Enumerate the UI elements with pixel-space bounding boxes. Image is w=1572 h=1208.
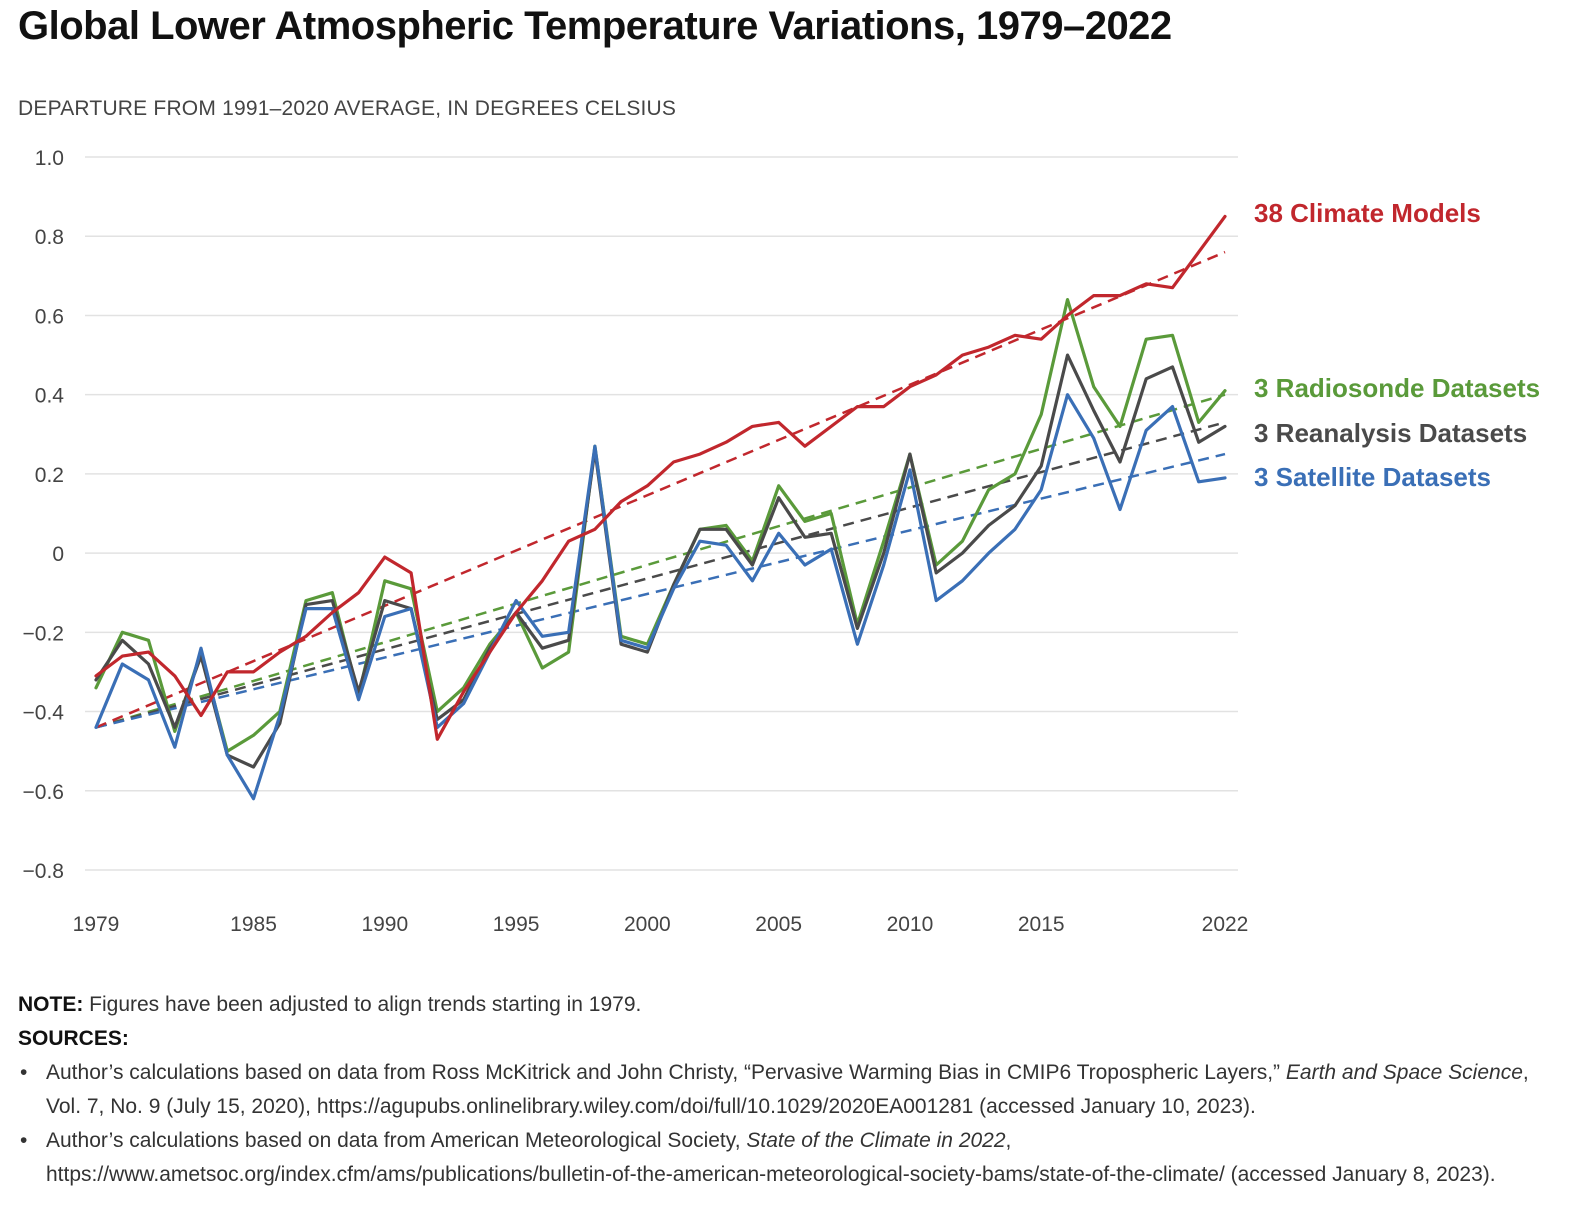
legend: 38 Climate Models 3 Radiosonde Datasets 3 …: [1254, 198, 1540, 492]
y-axis-label: DEPARTURE FROM 1991–2020 AVERAGE, IN DEG…: [18, 97, 677, 120]
x-tick-label: 2022: [1202, 913, 1249, 936]
trend-line: [95, 452, 1226, 729]
legend-label: 3 Satellite Datasets: [1254, 462, 1491, 492]
line-chart: 1.0 0.8 0.6 0.4 0.2 0 −0.2 −0.4 −0.6 −0.8 1979 198…: [23, 147, 1541, 936]
y-tick-label: −0.6: [23, 781, 64, 804]
y-tick-label: −0.4: [23, 702, 65, 725]
legend-label: 3 Radiosonde Datasets: [1254, 373, 1540, 403]
x-tick-label: 2005: [755, 913, 802, 936]
y-tick-label: 0: [52, 543, 64, 566]
note: NOTE: Figures have been adjusted to alig…: [18, 988, 1548, 1022]
series-line: [94, 393, 1227, 801]
x-tick-label: 1990: [361, 913, 408, 936]
trend-line: [95, 421, 1226, 729]
x-tick-label: 1985: [230, 913, 277, 936]
trend-lines: [95, 250, 1226, 729]
y-tick-label: 1.0: [35, 147, 64, 170]
x-tick-labels: 1979 1985 1990 1995 2000 2005 2010 2015 2022: [73, 913, 1249, 936]
y-tick-label: 0.6: [35, 305, 64, 328]
source-item: Author’s calculations based on data from…: [18, 1124, 1548, 1192]
legend-label: 3 Reanalysis Datasets: [1254, 418, 1527, 448]
chart-title: Global Lower Atmospheric Temperature Var…: [18, 4, 1172, 48]
series-line: [94, 298, 1227, 753]
y-tick-label: −0.2: [23, 622, 64, 645]
trend-line: [95, 250, 1226, 729]
x-tick-label: 2010: [887, 913, 934, 936]
y-tick-labels: 1.0 0.8 0.6 0.4 0.2 0 −0.2 −0.4 −0.6 −0.8: [23, 147, 65, 883]
legend-label: 38 Climate Models: [1254, 198, 1481, 228]
note-text: Figures have been adjusted to align tren…: [83, 993, 642, 1016]
y-tick-label: 0.8: [35, 226, 64, 249]
x-tick-label: 2000: [624, 913, 671, 936]
notes: NOTE: Figures have been adjusted to alig…: [18, 988, 1548, 1192]
source-item: Author’s calculations based on data from…: [18, 1056, 1548, 1124]
y-tick-label: 0.4: [35, 385, 65, 408]
series-line: [94, 353, 1227, 769]
series-lines: [94, 214, 1227, 801]
trend-line: [95, 393, 1226, 729]
series-line: [94, 214, 1227, 741]
gridlines: [85, 156, 1238, 871]
x-tick-label: 1995: [493, 913, 540, 936]
note-label: NOTE:: [18, 993, 84, 1016]
y-tick-label: −0.8: [23, 860, 64, 883]
y-tick-label: 0.2: [35, 464, 64, 487]
sources-label: SOURCES:: [18, 1027, 129, 1050]
x-tick-label: 1979: [73, 913, 120, 936]
x-tick-label: 2015: [1018, 913, 1065, 936]
